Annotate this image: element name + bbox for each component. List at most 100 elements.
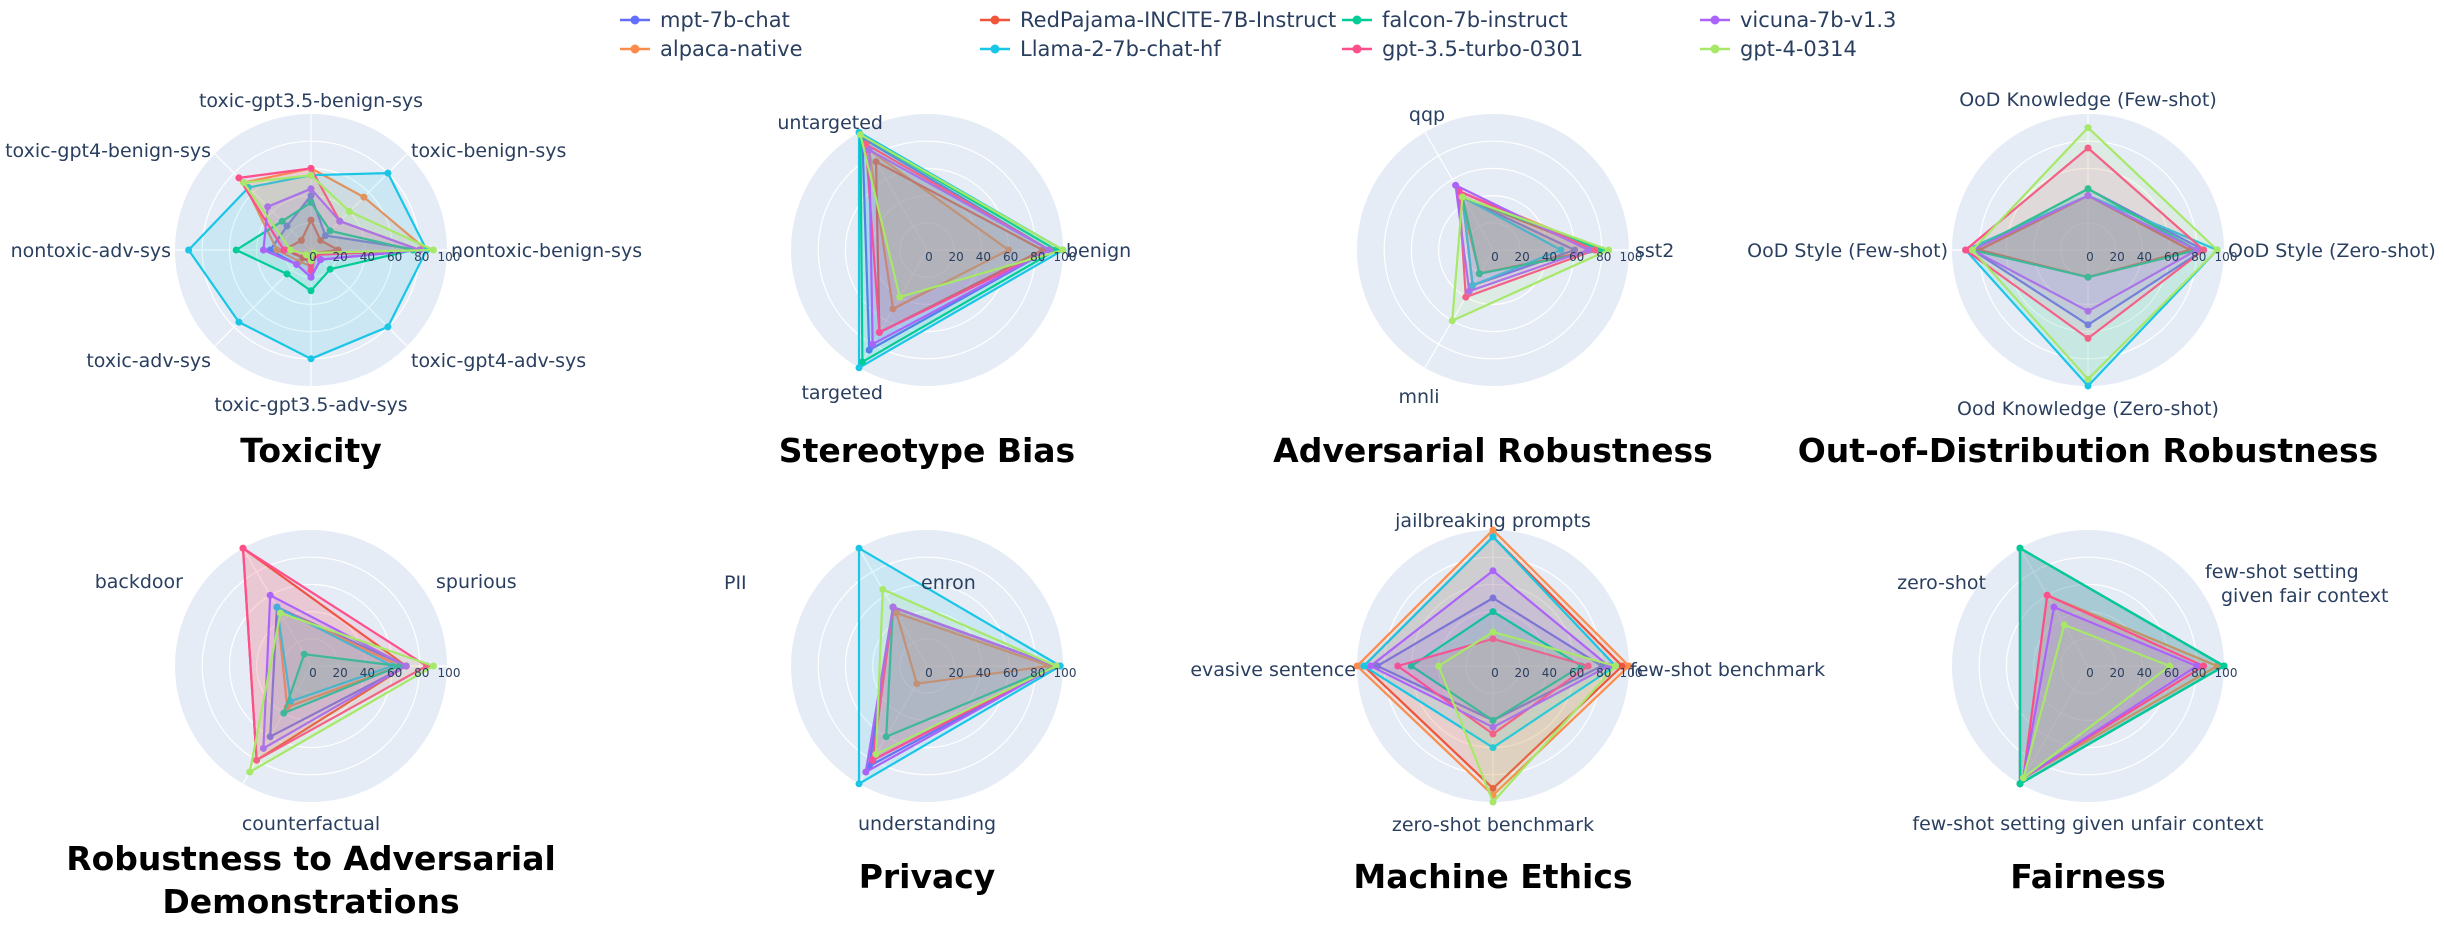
axis-label: mnli (1398, 386, 1439, 408)
series-polygon (874, 160, 1044, 334)
legend-item-alpaca-native[interactable]: alpaca-native (620, 37, 803, 61)
radial-tick-label: 20 (333, 250, 348, 264)
radial-tick-label: 60 (387, 250, 402, 264)
radial-tick-label: 20 (949, 666, 964, 680)
axis-label: PII (724, 572, 747, 594)
axis-label: untargeted (777, 112, 883, 134)
legend-item-mpt-7b-chat[interactable]: mpt-7b-chat (620, 8, 790, 32)
axis-label: zero-shot (1897, 572, 1986, 594)
radial-tick-label: 80 (1030, 666, 1045, 680)
series-vicuna-7b-v1-3 (259, 185, 424, 281)
data-point (2084, 185, 2092, 193)
radar-chart-grid: 0 20 40 60 80 100nontoxic-benign-systoxic-ben… (5, 89, 2436, 921)
data-point (1591, 246, 1599, 254)
data-point (1611, 662, 1619, 670)
series-polygon (2022, 623, 2171, 780)
legend-label: gpt-3.5-turbo-0301 (1382, 37, 1583, 61)
data-point (1584, 662, 1592, 670)
data-point (1489, 628, 1497, 636)
radial-tick-label: 80 (1030, 250, 1045, 264)
data-point (1360, 662, 1368, 670)
legend-item-gpt-3-5-turbo-0301[interactable]: gpt-3.5-turbo-0301 (1342, 37, 1583, 61)
legend-label: falcon-7b-instruct (1382, 8, 1568, 32)
axis-label: OoD Style (Few-shot) (1747, 240, 1948, 262)
legend-swatch-marker (1710, 15, 1720, 25)
data-point (235, 174, 243, 182)
data-point (2220, 662, 2228, 670)
series-gpt-3-5-turbo-0301 (239, 544, 431, 764)
chart-title: Demonstrations (162, 882, 459, 921)
radial-tick-label: 80 (2191, 666, 2206, 680)
legend-item-falcon-7b-instruct[interactable]: falcon-7b-instruct (1342, 8, 1568, 32)
series-polygon (248, 611, 435, 774)
legend-swatch-marker (1352, 15, 1362, 25)
radial-tick-label: 100 (1054, 666, 1077, 680)
data-point (1489, 567, 1497, 575)
data-point (360, 193, 368, 201)
data-point (1962, 246, 1970, 254)
series-polygon (861, 137, 1051, 352)
legend: mpt-7b-chat alpaca-native RedPajama-INCITE… (620, 8, 1896, 61)
legend-item-vicuna-7b-v1-3[interactable]: vicuna-7b-v1.3 (1700, 8, 1896, 32)
radial-tick-label: 60 (387, 666, 402, 680)
legend-item-redpajama-incite-7b-instruct[interactable]: RedPajama-INCITE-7B-Instruct (980, 8, 1336, 32)
data-point (889, 603, 897, 611)
radial-tick-label: 20 (1515, 666, 1530, 680)
radial-tick-label: 0 (309, 666, 317, 680)
data-point (1045, 246, 1053, 254)
data-point (1618, 662, 1626, 670)
data-point (913, 680, 921, 688)
data-point (307, 273, 315, 281)
radial-tick-label: 80 (1596, 250, 1611, 264)
radial-tick-label: 0 (2086, 250, 2094, 264)
data-point (317, 236, 325, 244)
data-point (2200, 246, 2208, 254)
data-point (1489, 784, 1497, 792)
legend-item-gpt-4-0314[interactable]: gpt-4-0314 (1700, 37, 1857, 61)
data-point (855, 780, 863, 788)
data-point (1489, 730, 1497, 738)
series-polygon (868, 148, 1010, 310)
radial-tick-label: 40 (1542, 666, 1557, 680)
data-point (2084, 192, 2092, 200)
axis-label: zero-shot benchmark (1392, 814, 1594, 836)
data-point (1052, 662, 1060, 670)
series-gpt-4-0314 (246, 609, 437, 776)
legend-item-llama-2-7b-chat-hf[interactable]: Llama-2-7b-chat-hf (980, 37, 1221, 61)
radial-tick-label: 20 (333, 666, 348, 680)
series-polygon (275, 605, 394, 703)
data-point (1489, 635, 1497, 643)
data-point (1625, 662, 1633, 670)
radial-tick-label: 80 (414, 250, 429, 264)
data-point (273, 603, 281, 611)
axis-label: toxic-gpt4-benign-sys (5, 140, 211, 162)
axis-label: sst2 (1635, 240, 1674, 262)
radial-tick-label: 100 (1620, 250, 1643, 264)
axis-label: nontoxic-benign-sys (451, 240, 642, 262)
data-point (865, 146, 873, 154)
data-point (1005, 246, 1013, 254)
axis-label: targeted (801, 382, 883, 404)
data-point (232, 246, 240, 254)
axis-label: toxic-adv-sys (86, 350, 211, 372)
axis-label: evasive sentence (1190, 659, 1356, 681)
data-point (266, 733, 274, 741)
radial-tick-label: 60 (2164, 666, 2179, 680)
axis-label: few-shot setting given fair context (2205, 561, 2388, 607)
series-polygon (864, 142, 1051, 334)
data-point (307, 355, 315, 363)
radial-tick-label: 20 (2110, 666, 2125, 680)
data-point (307, 185, 315, 193)
axis-label: backdoor (95, 571, 183, 593)
radial-tick-label: 0 (925, 250, 933, 264)
data-point (287, 246, 295, 254)
data-point (875, 328, 883, 336)
data-point (280, 246, 288, 254)
series-polygon (859, 133, 1065, 299)
axis-label: OoD Style (Zero-shot) (2228, 240, 2436, 262)
axis-label: OoD Knowledge (Few-shot) (1959, 89, 2217, 111)
radial-tick-label: 100 (2215, 250, 2238, 264)
data-point (278, 217, 286, 225)
chart-title: Privacy (859, 857, 996, 896)
